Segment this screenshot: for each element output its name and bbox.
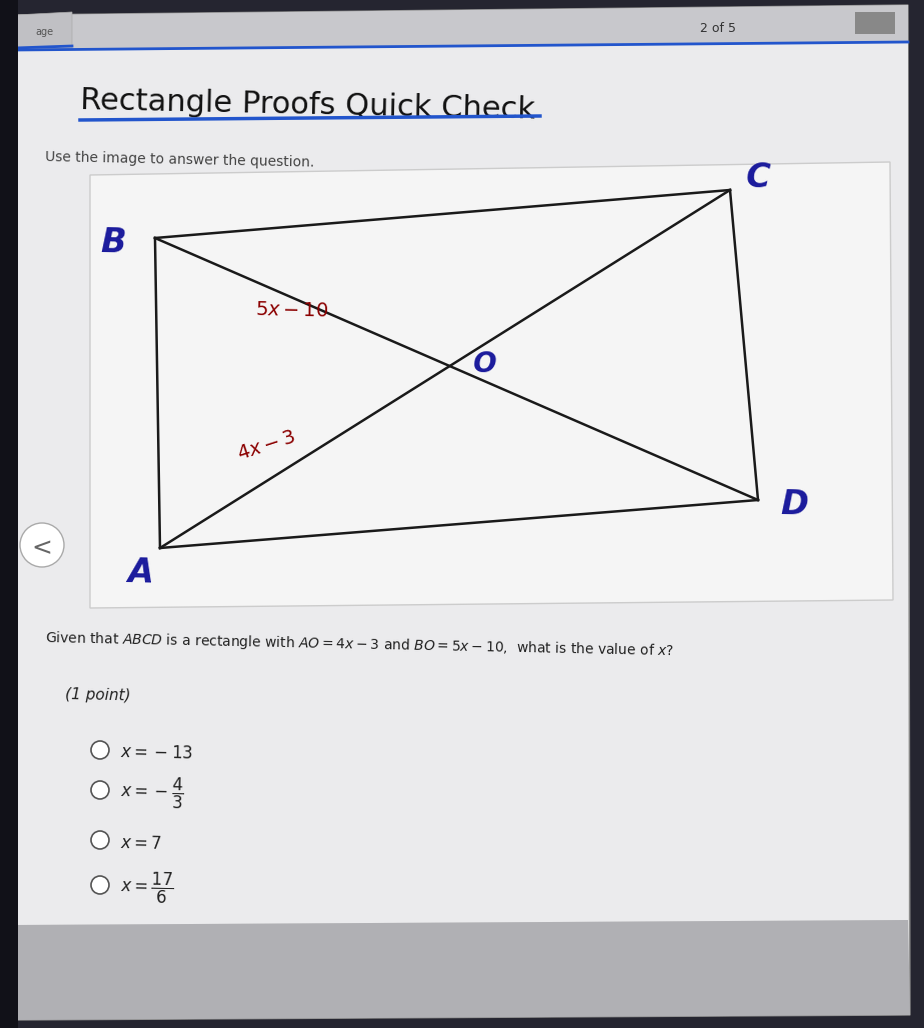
Text: $x = \dfrac{17}{6}$: $x = \dfrac{17}{6}$ (120, 870, 175, 906)
Circle shape (91, 781, 109, 799)
Circle shape (91, 831, 109, 849)
Text: O: O (472, 350, 496, 378)
Polygon shape (15, 920, 910, 1020)
Polygon shape (15, 5, 910, 1020)
Circle shape (91, 741, 109, 759)
Text: C: C (746, 161, 771, 194)
Text: $x = -13$: $x = -13$ (120, 743, 193, 763)
Text: $x = 7$: $x = 7$ (120, 834, 163, 852)
Text: $4x-3$: $4x-3$ (235, 427, 298, 464)
FancyBboxPatch shape (855, 12, 895, 34)
Polygon shape (0, 0, 18, 1028)
Text: Given that $ABCD$ is a rectangle with $AO = 4x - 3$ and $BO = 5x - 10$,  what is: Given that $ABCD$ is a rectangle with $A… (45, 629, 675, 661)
Text: 2 of 5: 2 of 5 (700, 22, 736, 35)
Circle shape (20, 523, 64, 567)
Polygon shape (15, 12, 72, 50)
Text: B: B (100, 226, 126, 260)
Text: Use the image to answer the question.: Use the image to answer the question. (45, 150, 314, 170)
Text: D: D (780, 488, 808, 522)
Text: $x = -\dfrac{4}{3}$: $x = -\dfrac{4}{3}$ (120, 775, 185, 811)
Text: <: < (31, 536, 53, 560)
Polygon shape (90, 162, 893, 608)
Text: age: age (35, 27, 53, 37)
Polygon shape (15, 5, 908, 50)
Polygon shape (15, 42, 908, 925)
Text: $5x-10$: $5x-10$ (255, 300, 329, 321)
Circle shape (91, 876, 109, 894)
Text: A: A (127, 556, 153, 590)
Text: (1 point): (1 point) (65, 687, 131, 703)
Text: Rectangle Proofs Quick Check: Rectangle Proofs Quick Check (80, 85, 535, 124)
